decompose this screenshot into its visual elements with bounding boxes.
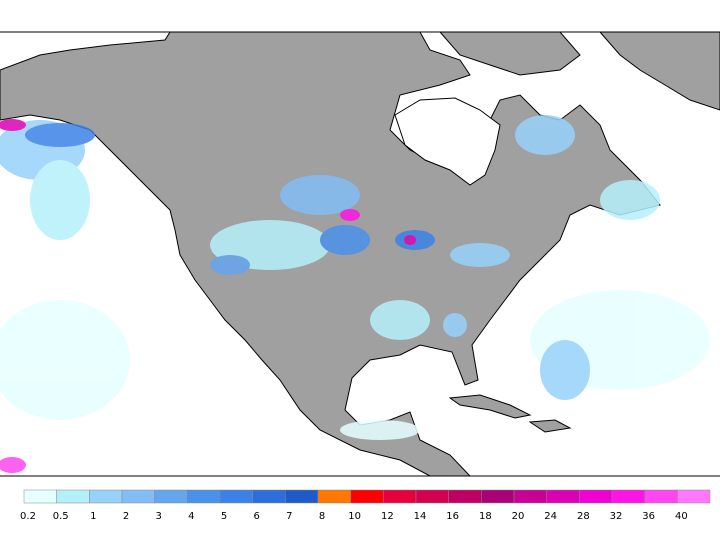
legend-swatch <box>121 489 155 504</box>
precip-area <box>540 340 590 400</box>
legend-label: 10 <box>348 511 361 522</box>
legend-label: 40 <box>675 511 688 522</box>
hispaniola <box>528 419 572 433</box>
greenland-land <box>598 31 720 111</box>
legend-swatch <box>448 489 482 504</box>
color-legend: 0.2 0.5 1 2 3 4 5 6 7 8 10 12 14 16 18 20 24 28 32 36 40 <box>20 489 711 522</box>
precip-area <box>0 119 26 131</box>
precip-area <box>443 313 467 337</box>
hudson-bay <box>394 97 501 186</box>
precipitation <box>0 115 710 473</box>
legend-label: 16 <box>446 511 459 522</box>
precip-area <box>404 235 416 245</box>
legend-label: 6 <box>253 511 259 522</box>
precip-area <box>280 175 360 215</box>
legend-swatch <box>677 489 711 504</box>
legend-swatch <box>23 489 57 504</box>
precip-area <box>450 243 510 267</box>
precip-area <box>30 160 90 240</box>
legend-swatch <box>89 489 123 504</box>
map-frame <box>0 31 720 477</box>
legend-label: 14 <box>414 511 427 522</box>
precip-area <box>0 300 130 420</box>
arctic-islands <box>438 31 581 76</box>
legend-label: 12 <box>381 511 394 522</box>
legend-label: 0.2 <box>20 511 36 522</box>
legend-swatch <box>350 489 384 504</box>
cuba <box>448 394 532 419</box>
legend-swatch <box>415 489 449 504</box>
legend-swatch <box>513 489 547 504</box>
precip-area <box>600 180 660 220</box>
legend-label: 32 <box>610 511 623 522</box>
legend-label: 7 <box>286 511 292 522</box>
legend-swatch <box>252 489 286 504</box>
precip-area <box>370 300 430 340</box>
legend-swatch <box>579 489 613 504</box>
legend-label: 8 <box>319 511 325 522</box>
legend-swatch <box>644 489 678 504</box>
legend-label: 3 <box>155 511 161 522</box>
precip-area <box>320 225 370 255</box>
legend-swatch <box>56 489 90 504</box>
legend-swatch <box>317 489 351 504</box>
legend-swatch <box>187 489 221 504</box>
legend-swatch <box>546 489 580 504</box>
legend-swatch <box>285 489 319 504</box>
legend-swatch <box>154 489 188 504</box>
legend-label: 4 <box>188 511 194 522</box>
precip-area <box>340 209 360 221</box>
legend-label: 18 <box>479 511 492 522</box>
precip-area <box>340 420 420 440</box>
legend-label: 0.5 <box>53 511 69 522</box>
legend-swatch <box>383 489 417 504</box>
legend-label: 24 <box>544 511 557 522</box>
legend-label: 36 <box>642 511 655 522</box>
precip-area <box>210 255 250 275</box>
precip-area <box>515 115 575 155</box>
legend-swatch <box>611 489 645 504</box>
legend-swatch <box>219 489 253 504</box>
precip-area <box>25 123 95 147</box>
legend-label: 28 <box>577 511 590 522</box>
precip-area <box>0 457 26 473</box>
legend-label: 5 <box>221 511 227 522</box>
legend-label: 1 <box>90 511 96 522</box>
legend-label: 20 <box>512 511 525 522</box>
legend-label: 2 <box>123 511 129 522</box>
legend-swatch <box>481 489 515 504</box>
